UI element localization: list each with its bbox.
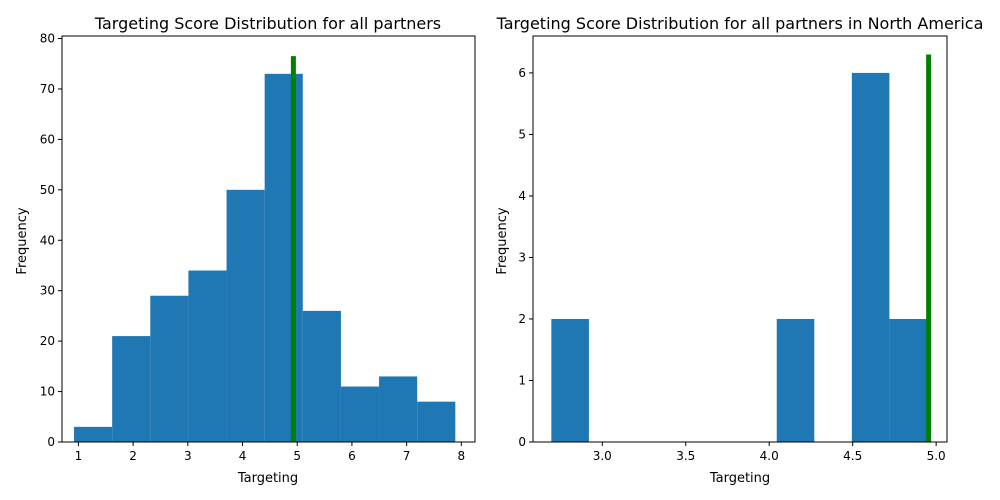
left-x-tick-label: 3 bbox=[184, 449, 192, 463]
right-y-axis-label: Frequency bbox=[495, 207, 510, 274]
left-chart-title: Targeting Score Distribution for all par… bbox=[94, 14, 441, 33]
left-y-tick-label: 40 bbox=[40, 233, 55, 247]
left-histogram-bar bbox=[74, 426, 113, 442]
right-y-tick-label: 1 bbox=[518, 373, 526, 387]
left-histogram: Targeting Score Distribution for all par… bbox=[15, 14, 476, 486]
left-y-tick-label: 20 bbox=[40, 334, 55, 348]
right-x-axis-label: Targeting bbox=[709, 471, 770, 486]
right-histogram-bar bbox=[551, 318, 589, 442]
left-y-tick-label: 50 bbox=[40, 183, 55, 197]
left-x-tick-label: 5 bbox=[293, 449, 301, 463]
right-y-tick-label: 6 bbox=[518, 66, 526, 80]
right-y-tick-label: 0 bbox=[518, 435, 526, 449]
left-y-tick-label: 10 bbox=[40, 385, 55, 399]
left-y-tick-label: 80 bbox=[40, 32, 55, 46]
right-histogram-bar bbox=[851, 72, 890, 442]
left-histogram-bar bbox=[112, 336, 151, 442]
left-y-tick-label: 30 bbox=[40, 284, 55, 298]
right-x-tick-label: 3.0 bbox=[593, 449, 612, 463]
left-histogram-bar bbox=[379, 376, 418, 442]
right-histogram: Targeting Score Distribution for all par… bbox=[495, 14, 983, 486]
left-x-tick-label: 7 bbox=[403, 449, 411, 463]
right-y-tick-label: 4 bbox=[518, 189, 526, 203]
left-x-tick-label: 4 bbox=[239, 449, 247, 463]
right-chart-title: Targeting Score Distribution for all par… bbox=[496, 14, 984, 33]
left-histogram-bar bbox=[264, 73, 303, 443]
left-y-tick-label: 0 bbox=[47, 435, 55, 449]
left-x-tick-label: 8 bbox=[458, 449, 466, 463]
left-x-tick-label: 2 bbox=[129, 449, 137, 463]
left-histogram-bar bbox=[417, 401, 456, 442]
right-x-tick-label: 3.5 bbox=[676, 449, 695, 463]
left-histogram-bar bbox=[302, 310, 341, 442]
left-histogram-bar bbox=[188, 270, 227, 442]
left-x-axis-label: Targeting bbox=[237, 471, 298, 486]
left-y-tick-label: 60 bbox=[40, 132, 55, 146]
left-y-axis-label: Frequency bbox=[15, 207, 30, 274]
left-histogram-bar bbox=[150, 295, 189, 442]
right-y-tick-label: 2 bbox=[518, 312, 526, 326]
right-x-tick-label: 4.5 bbox=[843, 449, 862, 463]
left-histogram-bar bbox=[226, 189, 265, 442]
right-plot-frame bbox=[532, 35, 948, 443]
left-x-tick-label: 1 bbox=[75, 449, 83, 463]
right-y-tick-label: 5 bbox=[518, 127, 526, 141]
right-x-tick-label: 5.0 bbox=[927, 449, 946, 463]
right-histogram-bar bbox=[889, 318, 927, 442]
left-plot-frame bbox=[61, 35, 476, 443]
left-histogram-bar bbox=[340, 386, 380, 442]
right-x-tick-label: 4.0 bbox=[760, 449, 779, 463]
right-y-tick-label: 3 bbox=[518, 250, 526, 264]
left-y-tick-label: 70 bbox=[40, 82, 55, 96]
right-histogram-bar bbox=[776, 318, 815, 442]
left-x-tick-label: 6 bbox=[348, 449, 356, 463]
